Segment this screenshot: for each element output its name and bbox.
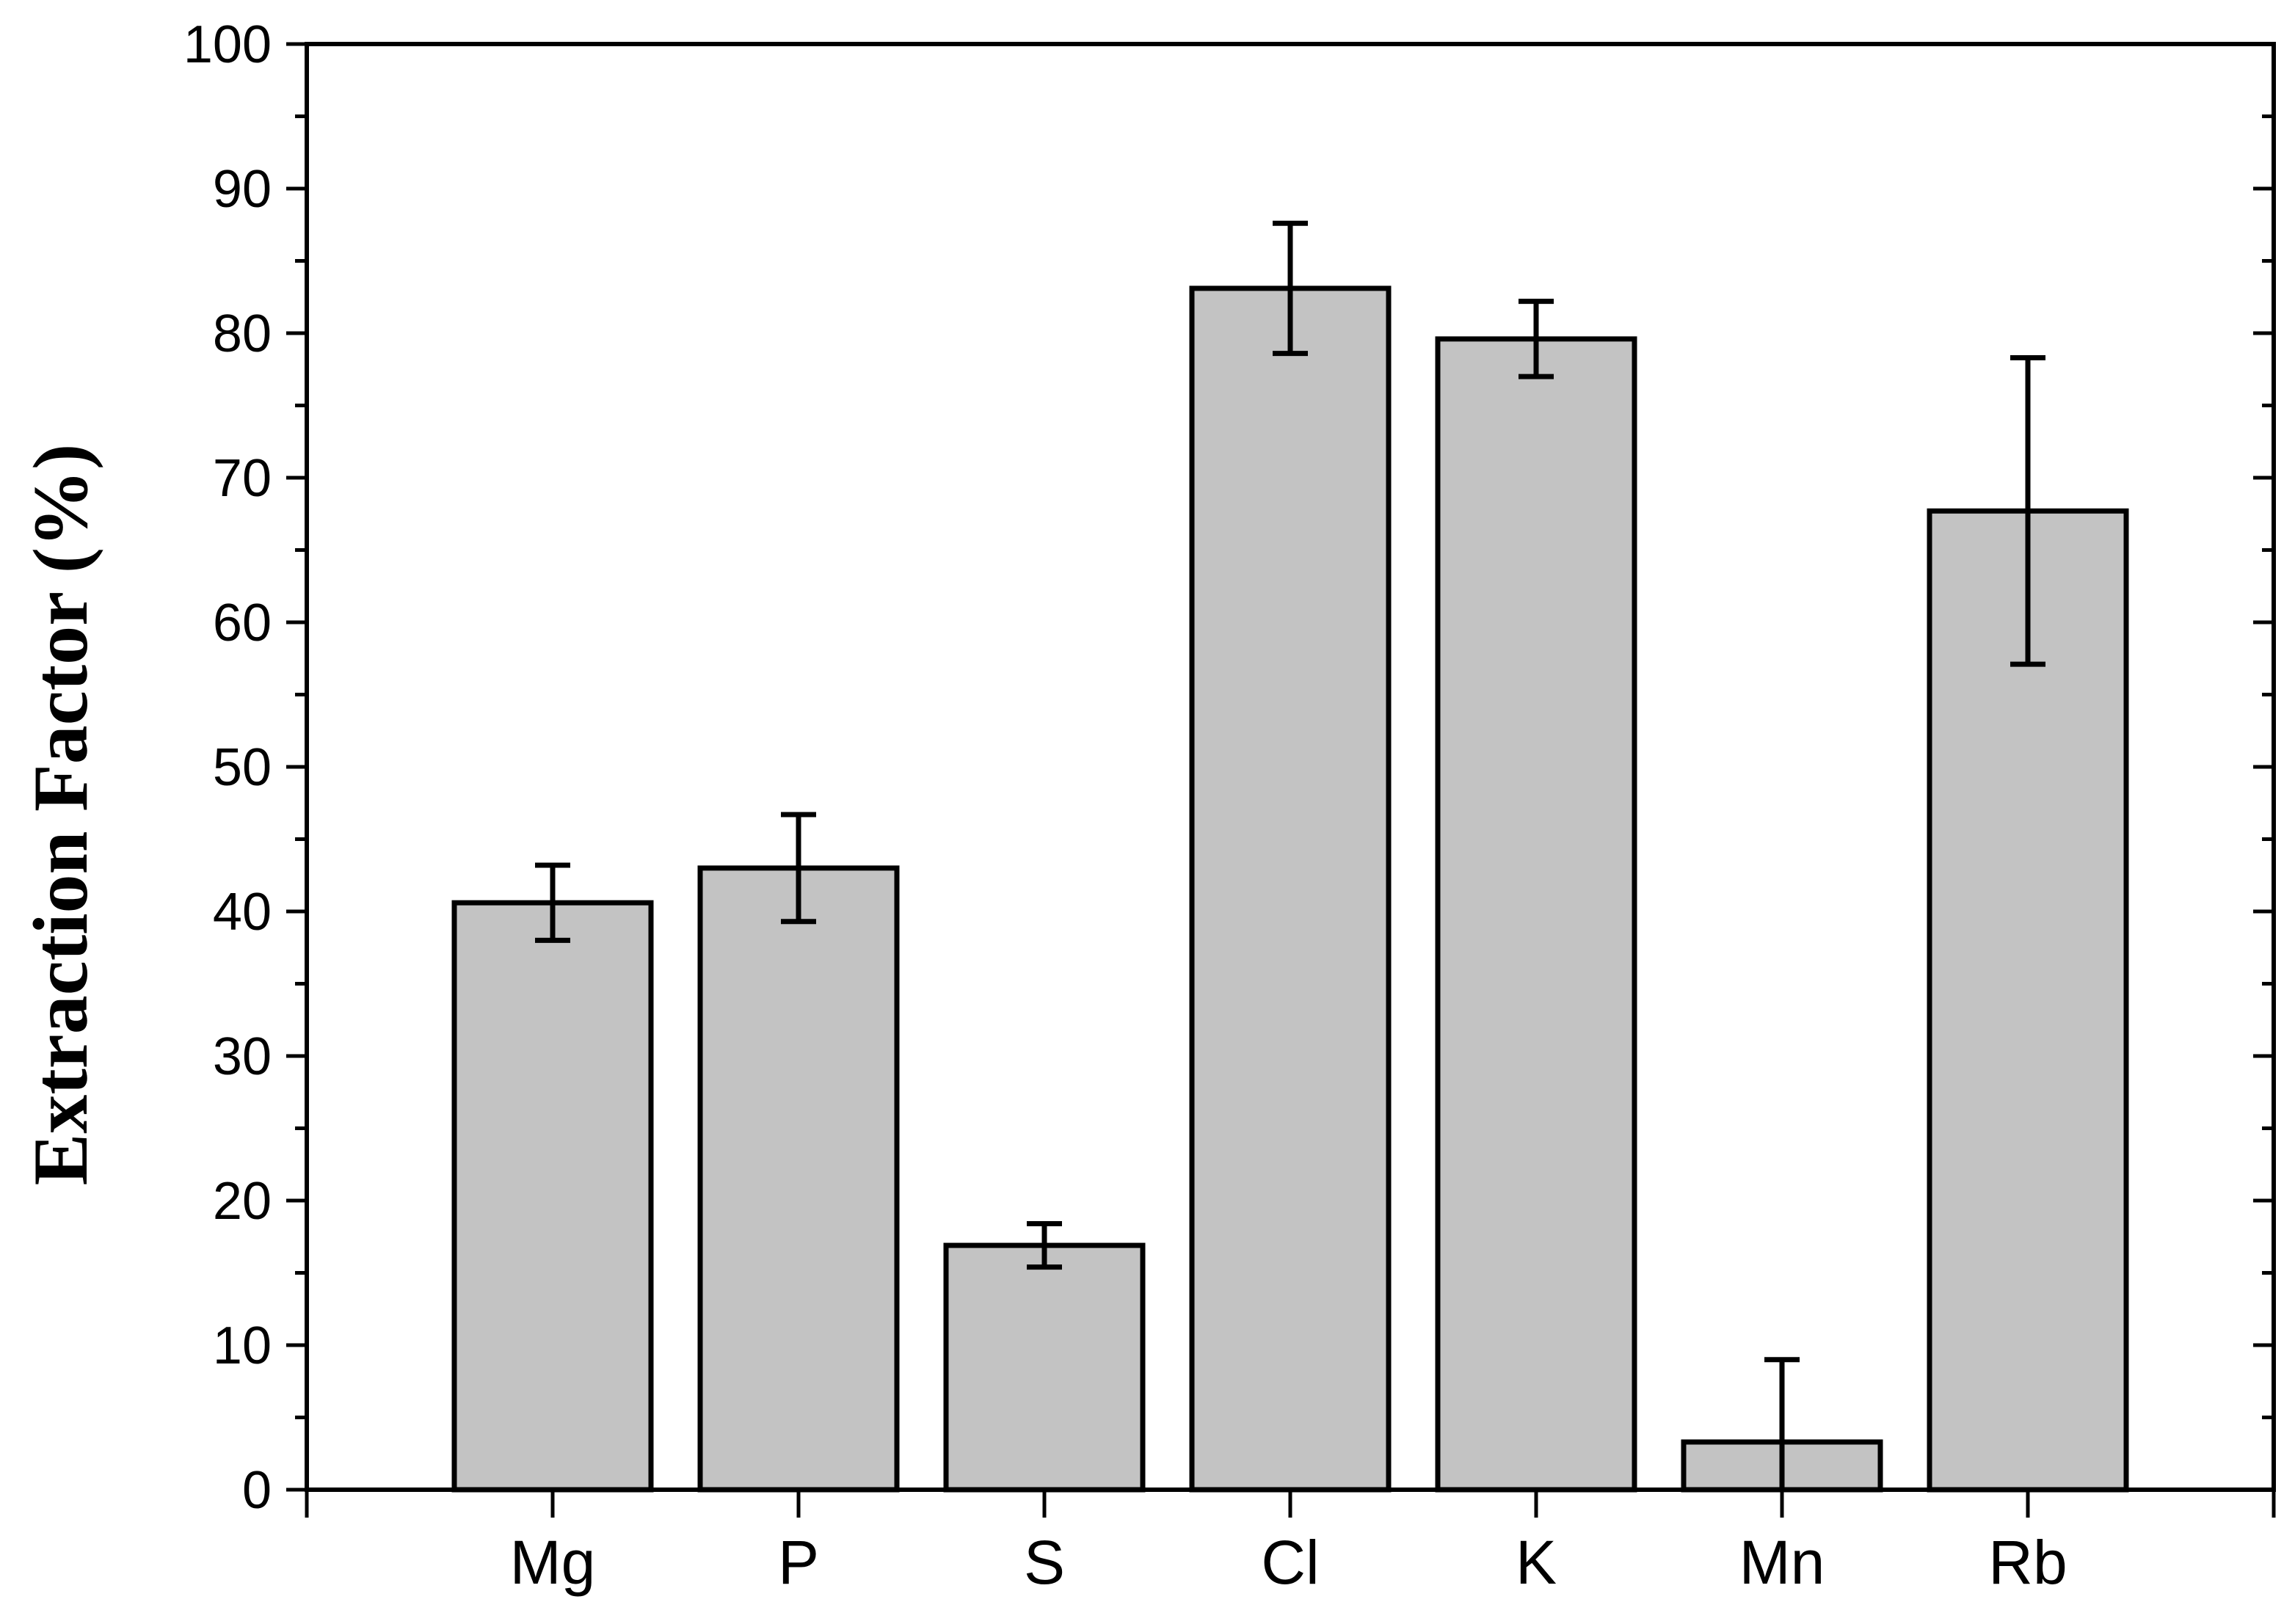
- bar-cl: [1189, 285, 1392, 1493]
- x-category-label-s: S: [1024, 1528, 1065, 1597]
- x-category-label-cl: Cl: [1261, 1528, 1319, 1597]
- y-tick-label-90: 90: [213, 160, 272, 219]
- y-tick-label-100: 100: [183, 15, 272, 74]
- y-tick-label-10: 10: [213, 1317, 272, 1375]
- bar-k: [1435, 336, 1637, 1493]
- bar-mg: [451, 900, 654, 1493]
- labels-layer: 0 10 20 30 40 50 60 70 80 90 100 Mg P S Cl K Mn Rb: [183, 15, 2067, 1597]
- y-tick-label-50: 50: [213, 738, 272, 797]
- bar-rb: [1927, 508, 2129, 1493]
- x-category-label-mn: Mn: [1739, 1528, 1825, 1597]
- y-tick-label-0: 0: [242, 1461, 272, 1520]
- y-tick-label-30: 30: [213, 1027, 272, 1086]
- axes-layer: [286, 42, 2276, 1518]
- y-tick-label-40: 40: [213, 883, 272, 942]
- bar-p: [697, 865, 900, 1493]
- x-category-label-mg: Mg: [510, 1528, 596, 1597]
- x-category-label-rb: Rb: [1988, 1528, 2067, 1597]
- bar-s: [943, 1242, 1146, 1493]
- y-tick-label-80: 80: [213, 305, 272, 363]
- x-category-label-p: P: [778, 1528, 819, 1597]
- x-category-label-k: K: [1516, 1528, 1557, 1597]
- error-bars-layer: [535, 220, 2045, 1490]
- bars-layer: [451, 285, 2129, 1493]
- y-tick-label-20: 20: [213, 1172, 272, 1231]
- y-axis-label: Extraction Factor (%): [18, 444, 103, 1186]
- y-tick-label-70: 70: [213, 449, 272, 508]
- y-tick-label-60: 60: [213, 594, 272, 652]
